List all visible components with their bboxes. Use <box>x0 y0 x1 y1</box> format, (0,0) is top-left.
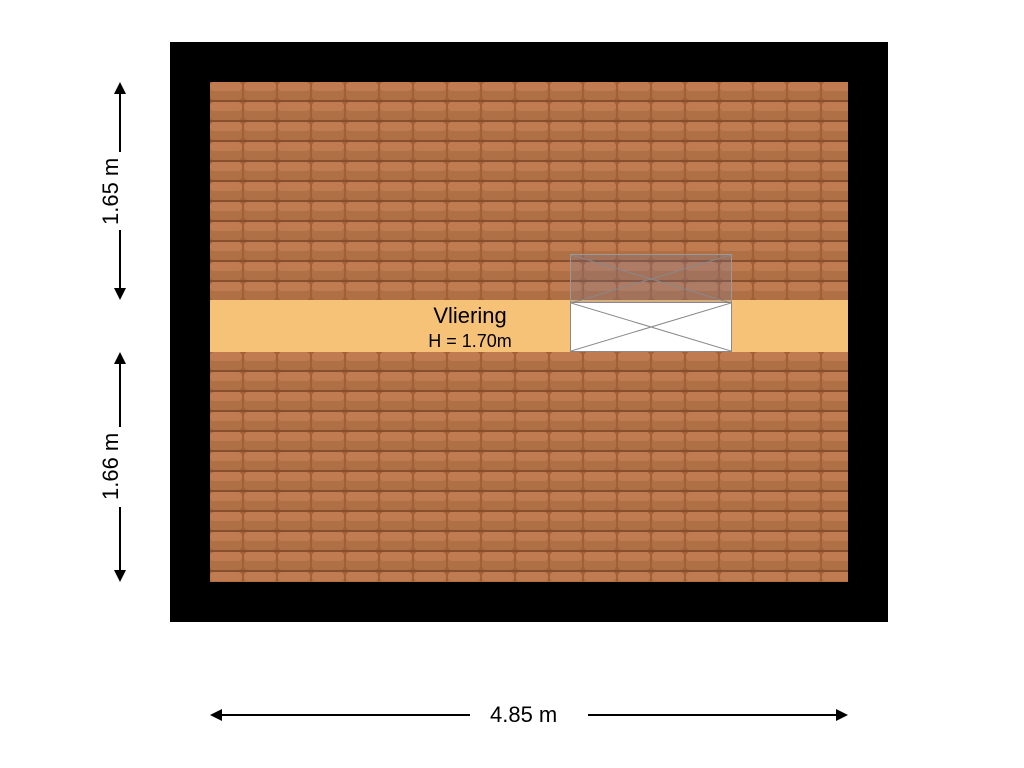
roof-tiles-top <box>210 82 848 300</box>
roof-bottom-section <box>210 352 848 582</box>
room-label-block: Vliering H = 1.70m <box>385 303 555 352</box>
hatch-overlay-cross <box>571 255 731 303</box>
roof-tiles-bottom <box>210 352 848 582</box>
room-name: Vliering <box>385 303 555 329</box>
hatch-box-cross <box>571 303 731 351</box>
floorplan-container: Vliering H = 1.70m 1.65 m 1.66 m <box>0 0 1024 768</box>
dim-left-top-label: 1.65 m <box>98 158 124 225</box>
room-height-label: H = 1.70m <box>385 331 555 352</box>
hatch-box <box>570 302 732 352</box>
dim-left-bottom-label: 1.66 m <box>98 433 124 500</box>
roof-top-section <box>210 82 848 300</box>
dim-bottom-label: 4.85 m <box>490 702 557 728</box>
hatch-overlay <box>570 254 732 304</box>
